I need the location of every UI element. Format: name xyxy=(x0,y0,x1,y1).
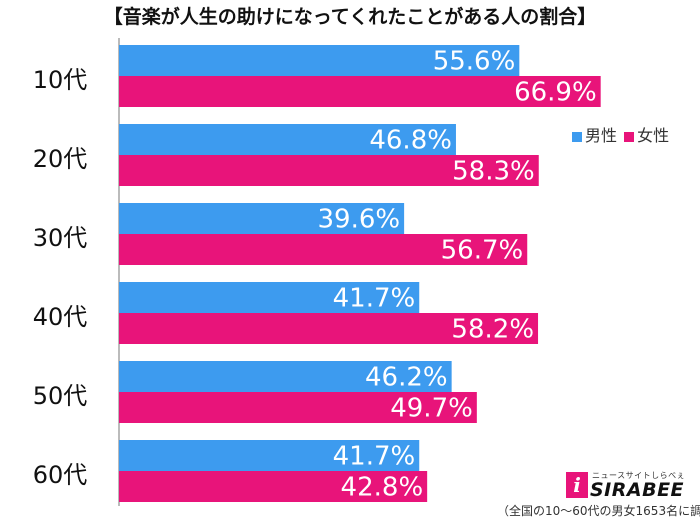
bar-female xyxy=(119,392,477,423)
logo-subtitle: ニュースサイトしらべぇ xyxy=(592,471,686,480)
bar-female xyxy=(119,155,539,186)
bar-female xyxy=(119,234,528,265)
legend-item-male: 男性 xyxy=(570,122,617,146)
chart-legend: 男性 女性 xyxy=(566,120,674,148)
data-label-male: 39.6% xyxy=(318,205,401,235)
data-label-male: 41.7% xyxy=(333,284,416,314)
data-label-male: 46.8% xyxy=(369,126,452,156)
logo-mark: i xyxy=(566,472,588,498)
category-label: 20代 xyxy=(33,145,88,173)
category-label: 60代 xyxy=(33,461,88,489)
legend-swatch-male xyxy=(572,131,582,142)
category-label: 50代 xyxy=(33,382,88,410)
bar-female xyxy=(119,76,601,107)
data-label-female: 42.8% xyxy=(341,473,424,503)
category-label: 10代 xyxy=(33,66,88,94)
chart-title: 【音楽が人生の助けになってくれたことがある人の割合】 xyxy=(103,6,597,28)
legend-item-female: 女性 xyxy=(622,122,669,146)
data-label-female: 49.7% xyxy=(390,394,473,424)
bar-female xyxy=(119,313,539,344)
data-label-female: 66.9% xyxy=(514,78,597,108)
data-label-female: 56.7% xyxy=(441,236,524,266)
sirabee-logo: i ニュースサイトしらべぇ SIRABEE xyxy=(566,471,694,501)
bar-female xyxy=(119,471,428,502)
data-label-male: 41.7% xyxy=(333,442,416,472)
logo-text: SIRABEE xyxy=(590,479,685,501)
bar-male xyxy=(119,203,405,234)
category-label: 40代 xyxy=(33,303,88,331)
legend-label-male: 男性 xyxy=(585,126,618,145)
data-label-male: 46.2% xyxy=(365,363,448,393)
bar-male xyxy=(119,45,520,76)
legend-label-female: 女性 xyxy=(637,126,670,145)
bar-male xyxy=(119,361,452,392)
survey-footnote: （全国の10〜60代の男女1653名に調査） xyxy=(497,504,700,518)
bar-male xyxy=(119,124,456,155)
legend-swatch-female xyxy=(624,131,635,142)
data-label-female: 58.3% xyxy=(452,157,535,187)
data-label-male: 55.6% xyxy=(433,47,516,77)
bar-male xyxy=(119,282,420,313)
category-label: 30代 xyxy=(33,224,88,252)
bar-male xyxy=(119,440,420,471)
data-label-female: 58.2% xyxy=(451,315,534,345)
